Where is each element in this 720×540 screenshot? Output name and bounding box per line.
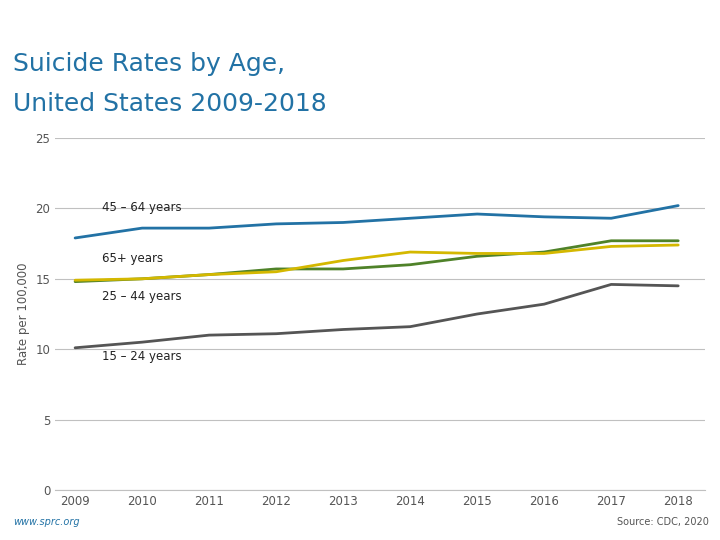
Text: United States 2009-2018: United States 2009-2018 <box>13 92 327 116</box>
Text: 25 – 44 years: 25 – 44 years <box>102 290 181 303</box>
Text: SPRC  |  Suicide Prevention Resource Center: SPRC | Suicide Prevention Resource Cente… <box>509 6 709 16</box>
Text: Source: CDC, 2020: Source: CDC, 2020 <box>617 517 709 527</box>
Text: 65+ years: 65+ years <box>102 252 163 265</box>
Polygon shape <box>0 0 374 22</box>
Text: www.sprc.org: www.sprc.org <box>13 517 80 527</box>
Text: 45 – 64 years: 45 – 64 years <box>102 201 181 214</box>
Y-axis label: Rate per 100,000: Rate per 100,000 <box>17 263 30 365</box>
Text: 15 – 24 years: 15 – 24 years <box>102 350 181 363</box>
Text: Suicide Rates by Age,: Suicide Rates by Age, <box>13 52 285 76</box>
